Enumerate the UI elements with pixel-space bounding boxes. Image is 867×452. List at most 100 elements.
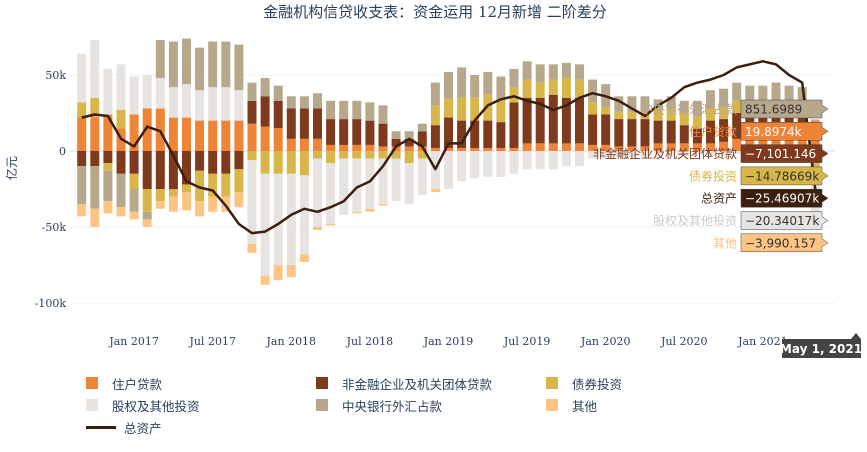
bar-series-1[interactable]	[313, 108, 322, 139]
bar-series-1[interactable]	[457, 120, 467, 148]
bar-series-4[interactable]	[195, 47, 205, 91]
bar-series-2[interactable]	[326, 151, 336, 164]
bar-series-2[interactable]	[352, 151, 362, 159]
bar-series-5[interactable]	[430, 189, 440, 193]
bar-series-2[interactable]	[77, 102, 87, 118]
bar-series-4[interactable]	[142, 211, 152, 220]
legend-item-fx-reserves[interactable]: 中央银行外汇占款	[316, 396, 546, 415]
bar-series-2[interactable]	[666, 108, 676, 121]
bar-series-3[interactable]	[208, 87, 218, 121]
bar-series-5[interactable]	[247, 243, 257, 253]
bar-series-1[interactable]	[640, 119, 650, 147]
bar-series-2[interactable]	[365, 151, 375, 159]
bar-series-2[interactable]	[208, 173, 218, 197]
bar-series-4[interactable]	[457, 67, 467, 98]
bar-series-1[interactable]	[234, 151, 244, 170]
bar-series-1[interactable]	[260, 96, 270, 127]
bar-series-3[interactable]	[719, 151, 729, 156]
bar-series-3[interactable]	[535, 151, 545, 170]
bar-series-0[interactable]	[561, 143, 571, 151]
bar-series-4[interactable]	[247, 82, 257, 101]
bar-series-3[interactable]	[404, 163, 414, 205]
bar-series-1[interactable]	[208, 151, 218, 174]
bar-series-0[interactable]	[509, 147, 519, 151]
bar-series-1[interactable]	[706, 120, 715, 144]
bar-series-4[interactable]	[404, 131, 414, 139]
bar-series-1[interactable]	[522, 97, 532, 144]
bar-series-0[interactable]	[90, 117, 100, 151]
bar-series-1[interactable]	[378, 123, 388, 147]
legend-item-other[interactable]: 其他	[546, 396, 726, 415]
bar-series-3[interactable]	[365, 158, 375, 209]
bar-series-3[interactable]	[522, 151, 532, 170]
bar-series-1[interactable]	[601, 114, 611, 145]
bar-series-1[interactable]	[614, 119, 624, 147]
bar-series-1[interactable]	[155, 151, 165, 189]
bar-series-5[interactable]	[182, 192, 191, 211]
bar-series-3[interactable]	[339, 158, 349, 215]
bar-series-1[interactable]	[588, 114, 598, 145]
bar-series-5[interactable]	[378, 204, 388, 206]
bar-series-3[interactable]	[614, 151, 624, 158]
bar-series-3[interactable]	[470, 151, 480, 179]
bar-series-0[interactable]	[168, 117, 178, 151]
bar-series-3[interactable]	[155, 78, 165, 109]
bar-series-3[interactable]	[116, 64, 126, 110]
bar-series-0[interactable]	[129, 114, 139, 151]
bar-series-3[interactable]	[640, 151, 650, 158]
bar-series-4[interactable]	[627, 96, 637, 112]
bar-series-4[interactable]	[679, 100, 689, 113]
bar-series-0[interactable]	[719, 141, 729, 151]
bar-series-3[interactable]	[732, 151, 742, 155]
bar-series-2[interactable]	[561, 78, 571, 98]
bar-series-4[interactable]	[234, 44, 244, 91]
bar-series-4[interactable]	[522, 61, 532, 80]
bar-series-2[interactable]	[732, 100, 742, 113]
bar-series-1[interactable]	[116, 151, 126, 174]
bar-series-4[interactable]	[732, 82, 742, 101]
bar-series-4[interactable]	[90, 166, 100, 209]
bar-series-3[interactable]	[168, 87, 178, 118]
bar-series-2[interactable]	[391, 151, 401, 159]
bar-series-3[interactable]	[692, 151, 702, 156]
bar-series-3[interactable]	[653, 151, 663, 155]
bar-series-3[interactable]	[391, 158, 401, 202]
bar-series-3[interactable]	[326, 163, 336, 224]
bar-series-1[interactable]	[90, 151, 100, 167]
bar-series-4[interactable]	[286, 96, 296, 109]
bar-series-2[interactable]	[692, 116, 702, 129]
bar-series-2[interactable]	[535, 82, 545, 98]
bar-series-0[interactable]	[483, 147, 493, 151]
bar-series-4[interactable]	[273, 85, 283, 101]
bar-series-3[interactable]	[182, 84, 191, 118]
bar-series-3[interactable]	[483, 151, 493, 177]
bar-series-2[interactable]	[614, 111, 624, 120]
bar-series-5[interactable]	[352, 211, 362, 214]
bar-series-2[interactable]	[679, 113, 689, 126]
bar-series-1[interactable]	[221, 151, 231, 174]
bar-series-0[interactable]	[457, 147, 467, 151]
bar-series-3[interactable]	[496, 151, 506, 177]
bar-series-2[interactable]	[129, 173, 139, 189]
bar-series-2[interactable]	[653, 108, 663, 121]
bar-series-0[interactable]	[601, 144, 611, 151]
bar-series-0[interactable]	[653, 143, 663, 151]
bar-series-3[interactable]	[627, 151, 637, 158]
bar-series-1[interactable]	[548, 94, 558, 144]
bar-series-5[interactable]	[90, 208, 100, 227]
bar-series-2[interactable]	[548, 79, 558, 95]
bar-series-5[interactable]	[103, 201, 113, 214]
bar-series-5[interactable]	[155, 201, 165, 209]
bar-series-0[interactable]	[496, 147, 506, 151]
bar-series-0[interactable]	[339, 144, 349, 151]
bar-series-4[interactable]	[745, 85, 755, 104]
bar-series-1[interactable]	[129, 151, 139, 174]
bar-series-4[interactable]	[575, 64, 584, 80]
bar-series-5[interactable]	[365, 208, 375, 212]
bar-series-3[interactable]	[575, 151, 584, 167]
bar-series-1[interactable]	[299, 108, 309, 139]
bar-series-4[interactable]	[548, 64, 558, 80]
bar-series-1[interactable]	[535, 97, 545, 144]
bar-series-1[interactable]	[692, 128, 702, 144]
bar-series-3[interactable]	[378, 158, 388, 205]
